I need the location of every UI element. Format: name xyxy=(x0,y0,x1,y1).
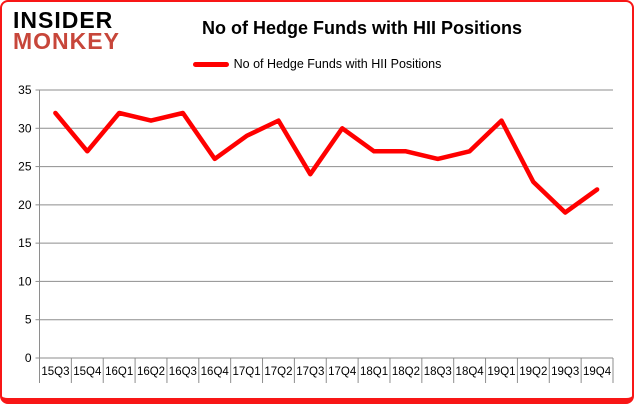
series-line-hii-positions xyxy=(53,110,600,215)
logo-line-monkey: MONKEY xyxy=(13,28,120,55)
y-axis-label: 15 xyxy=(18,236,32,250)
y-axis-label: 30 xyxy=(18,121,32,135)
x-axis-label: 17Q3 xyxy=(296,366,324,378)
x-axis-label: 17Q4 xyxy=(328,366,357,378)
y-axis-label: 25 xyxy=(18,160,32,174)
x-axis-label: 16Q3 xyxy=(169,366,197,378)
legend-line-swatch xyxy=(192,61,229,67)
x-axis-label: 15Q3 xyxy=(41,366,69,378)
x-axis-label: 19Q3 xyxy=(551,366,579,378)
x-axis-label: 17Q2 xyxy=(264,366,292,378)
logo-line-insider: INSIDER xyxy=(13,7,114,33)
x-axis-label: 16Q2 xyxy=(137,366,165,378)
x-axis-label: 18Q1 xyxy=(360,366,388,378)
y-axis-label: 10 xyxy=(18,274,32,288)
y-axis-label: 5 xyxy=(25,313,32,327)
x-axis-label: 17Q1 xyxy=(233,366,261,378)
x-axis-label: 19Q1 xyxy=(487,366,515,378)
x-axis-label: 16Q1 xyxy=(105,366,133,378)
x-axis-label: 19Q4 xyxy=(583,366,612,378)
x-axis-label: 18Q3 xyxy=(424,366,452,378)
x-axis-label: 18Q4 xyxy=(456,366,485,378)
chart-title: No of Hedge Funds with HII Positions xyxy=(202,18,522,38)
y-axis-label: 35 xyxy=(18,83,32,97)
x-axis-label: 15Q4 xyxy=(73,366,102,378)
x-axis-label: 18Q2 xyxy=(392,366,420,378)
x-axis-label: 16Q4 xyxy=(201,366,230,378)
y-axis-label: 20 xyxy=(18,198,32,212)
y-axis-label: 0 xyxy=(25,351,32,365)
chart-legend: No of Hedge Funds with HII Positions xyxy=(2,57,632,71)
insider-monkey-logo: INSIDER MONKEY xyxy=(13,7,120,55)
legend-label: No of Hedge Funds with HII Positions xyxy=(233,57,442,71)
x-axis-label: 19Q2 xyxy=(519,366,547,378)
